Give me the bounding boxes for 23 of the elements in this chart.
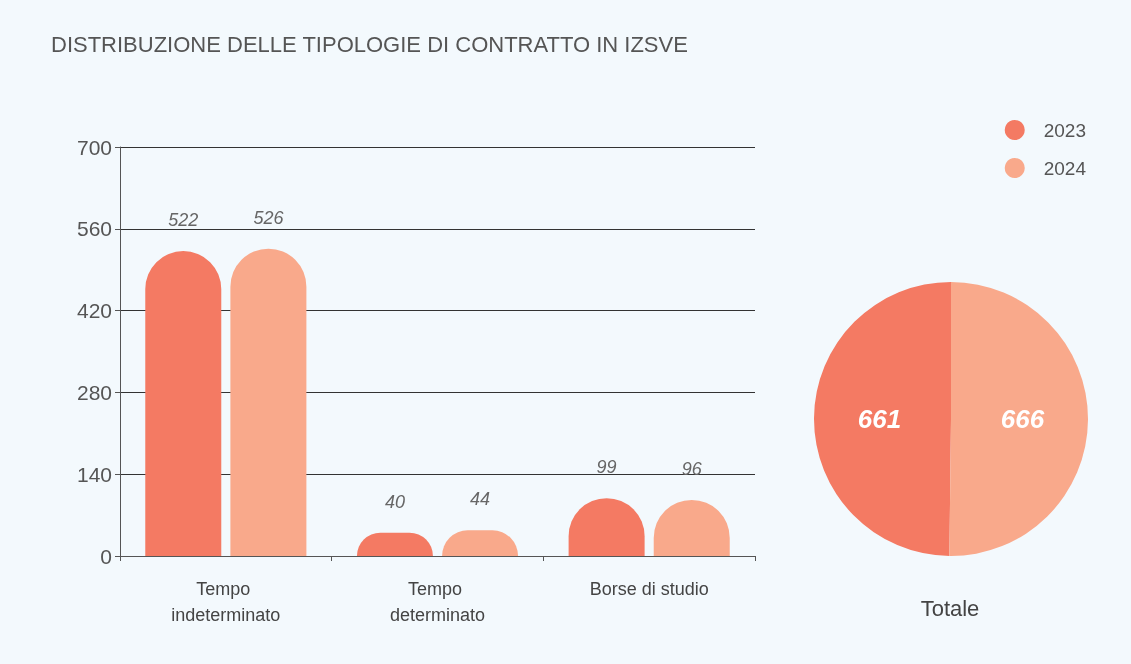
data-label: 96 xyxy=(681,458,703,479)
data-label: 40 xyxy=(384,491,405,512)
data-label: 44 xyxy=(470,489,491,510)
chart-title: DISTRIBUZIONE DELLE TIPOLOGIE DI CONTRATTO IN IZSVE xyxy=(51,31,688,57)
x-tick-label: Tempo determinato xyxy=(389,579,486,625)
x-tick-label: Borse di studio xyxy=(589,579,709,599)
y-tick-label: 560 xyxy=(76,217,112,241)
y-tick-label: 280 xyxy=(76,380,112,404)
y-tick-label: 420 xyxy=(76,299,112,323)
data-label: 526 xyxy=(253,207,285,228)
x-tick-label: Tempo indeterminato xyxy=(171,579,281,625)
data-label: 99 xyxy=(596,457,617,478)
bar xyxy=(145,251,222,556)
bar xyxy=(230,248,307,556)
y-tick-label: 140 xyxy=(76,462,112,486)
y-tick-label: 0 xyxy=(100,544,112,568)
data-label: 666 xyxy=(1000,404,1045,435)
data-label: 661 xyxy=(857,403,902,434)
legend-label: 2024 xyxy=(1043,157,1087,179)
text: Totale xyxy=(920,595,980,621)
y-tick-label: 700 xyxy=(76,135,112,159)
legend-label: 2023 xyxy=(1043,119,1087,141)
data-label: 522 xyxy=(168,210,199,230)
